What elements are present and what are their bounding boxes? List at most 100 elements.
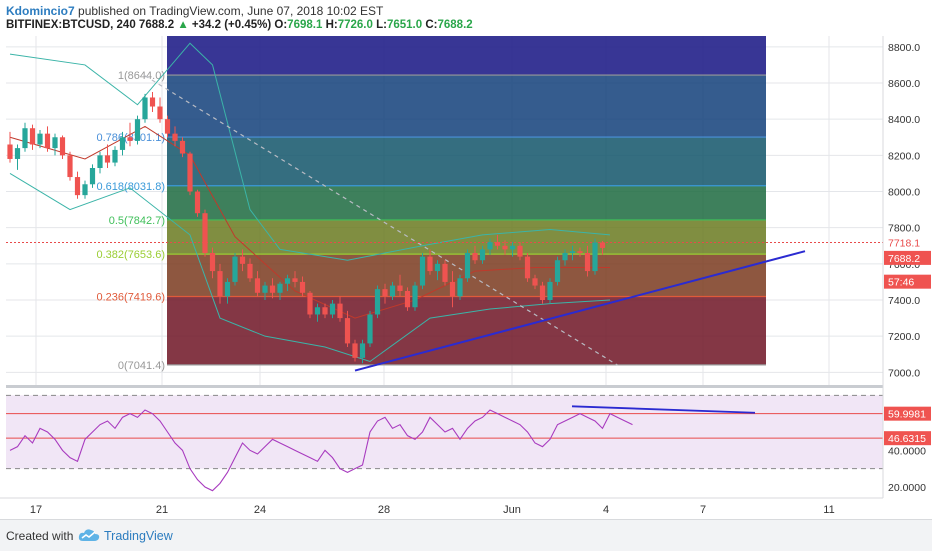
candle-down bbox=[104, 155, 111, 163]
candle-up bbox=[14, 148, 21, 159]
rsi-level-tag-bg bbox=[884, 406, 931, 421]
fib-level-label: 0.5(7842.7) bbox=[109, 215, 165, 227]
candle-down bbox=[164, 119, 171, 134]
price-tick-label: 7200.0 bbox=[888, 331, 920, 343]
candle-up bbox=[412, 285, 418, 308]
candle-down bbox=[494, 242, 501, 246]
rsi-tick-label: 20.0000 bbox=[888, 482, 926, 494]
time-tick-label: 17 bbox=[30, 504, 42, 516]
high-price-tag: 7718.1 bbox=[888, 237, 920, 249]
symbol-label: BITFINEX:BTCUSD, 240 bbox=[6, 19, 136, 31]
candle-down bbox=[209, 252, 216, 272]
candle-up bbox=[232, 256, 238, 282]
price-axis[interactable]: 7000.07200.07400.07600.07800.08000.08200… bbox=[882, 36, 932, 498]
candle-up bbox=[22, 128, 28, 149]
candle-up bbox=[329, 303, 336, 315]
countdown-tag-bg bbox=[884, 274, 931, 289]
close-label: C: bbox=[425, 19, 438, 31]
open-label: O: bbox=[274, 19, 288, 31]
candle-down bbox=[322, 307, 328, 315]
price-chart[interactable]: 1(8644.0)0.786(8301.1)0.618(8031.8)0.5(7… bbox=[0, 36, 932, 519]
candle-down bbox=[524, 256, 531, 279]
candle-down bbox=[599, 242, 606, 248]
countdown-tag: 57:46 bbox=[888, 277, 914, 289]
fib-zone bbox=[167, 36, 766, 76]
candle-down bbox=[239, 256, 246, 264]
time-tick-label: Jun bbox=[503, 504, 521, 516]
candle-down bbox=[292, 278, 298, 282]
candle-down bbox=[517, 245, 523, 257]
fib-zone bbox=[167, 296, 766, 365]
candle-down bbox=[127, 137, 133, 141]
tradingview-cloud-icon bbox=[78, 529, 100, 541]
candle-down bbox=[247, 263, 253, 279]
price-tick-label: 8000.0 bbox=[888, 187, 920, 199]
candle-up bbox=[367, 314, 373, 344]
candle-up bbox=[82, 184, 88, 196]
candle-down bbox=[59, 137, 66, 156]
fib-level-label: 1(8644.0) bbox=[118, 70, 165, 82]
time-tick-label: 11 bbox=[823, 504, 834, 516]
author-link[interactable]: Kdomincio7 bbox=[6, 4, 75, 18]
fib-zone bbox=[167, 137, 766, 186]
candle-up bbox=[389, 285, 396, 297]
time-tick-label: 7 bbox=[700, 504, 706, 516]
bollinger-bands bbox=[9, 42, 611, 363]
candle-down bbox=[344, 318, 351, 344]
rsi-level-tag: 59.9981 bbox=[888, 409, 926, 421]
publish-line: Kdomincio7 published on TradingView.com,… bbox=[6, 4, 383, 18]
candle-down bbox=[427, 256, 433, 272]
fib-zone bbox=[167, 75, 766, 138]
rsi-pane bbox=[6, 388, 883, 498]
rsi-level-tag: 46.6315 bbox=[888, 433, 926, 445]
axis-background bbox=[883, 36, 932, 498]
open-value: 7698.1 bbox=[287, 19, 323, 31]
candle-down bbox=[299, 281, 306, 293]
price-tick-label: 8800.0 bbox=[888, 42, 920, 54]
candle-down bbox=[382, 289, 388, 297]
candle-up bbox=[547, 281, 553, 301]
candle-up bbox=[224, 281, 231, 297]
candle-up bbox=[419, 256, 426, 286]
ohlc-line: BITFINEX:BTCUSD, 240 7688.2 ▲ +34.2 (+0.… bbox=[6, 19, 473, 31]
candle-down bbox=[449, 281, 456, 297]
rsi-trend-line bbox=[571, 405, 756, 414]
trend-lines bbox=[6, 75, 883, 372]
time-axis[interactable]: 17 21 24 28 Jun 4 7 11 bbox=[0, 497, 932, 519]
fib-level-label: 0(7041.4) bbox=[118, 360, 165, 372]
candle-down bbox=[472, 252, 478, 261]
candle-up bbox=[142, 97, 148, 120]
high-value: 7726.0 bbox=[337, 19, 373, 31]
change-up-icon: ▲ bbox=[177, 19, 189, 31]
candle-down bbox=[269, 285, 276, 293]
footer-bar: Created with TradingView bbox=[0, 519, 932, 551]
candle-down bbox=[194, 191, 201, 214]
fib-level-label: 0.382(7653.6) bbox=[97, 249, 166, 261]
candle-down bbox=[74, 177, 81, 196]
price-tick-label: 7800.0 bbox=[888, 223, 920, 235]
last-price: 7688.2 bbox=[138, 19, 175, 31]
rsi-line bbox=[9, 409, 633, 492]
candle-up bbox=[284, 278, 291, 284]
fib-zone bbox=[167, 219, 766, 255]
candle-down bbox=[539, 285, 546, 301]
tradingview-link[interactable]: TradingView bbox=[104, 529, 173, 543]
candle-down bbox=[307, 292, 313, 315]
bollinger-lower-band bbox=[9, 173, 611, 363]
candle-up bbox=[314, 307, 321, 315]
price-tick-label: 8200.0 bbox=[888, 150, 920, 162]
candle-down bbox=[44, 133, 51, 149]
close-value: 7688.2 bbox=[437, 19, 473, 31]
candle-down bbox=[179, 140, 186, 154]
candle-up bbox=[52, 137, 58, 149]
candle-up bbox=[592, 242, 598, 272]
candle-up bbox=[487, 242, 493, 250]
candle-down bbox=[217, 271, 223, 297]
bollinger-upper-band bbox=[9, 42, 611, 261]
candle-up bbox=[277, 283, 283, 293]
candle-up bbox=[464, 252, 471, 279]
candle-up bbox=[97, 155, 103, 169]
candle-down bbox=[532, 278, 538, 286]
support-trend-line bbox=[354, 250, 806, 372]
price-tick-label: 8400.0 bbox=[888, 114, 920, 126]
